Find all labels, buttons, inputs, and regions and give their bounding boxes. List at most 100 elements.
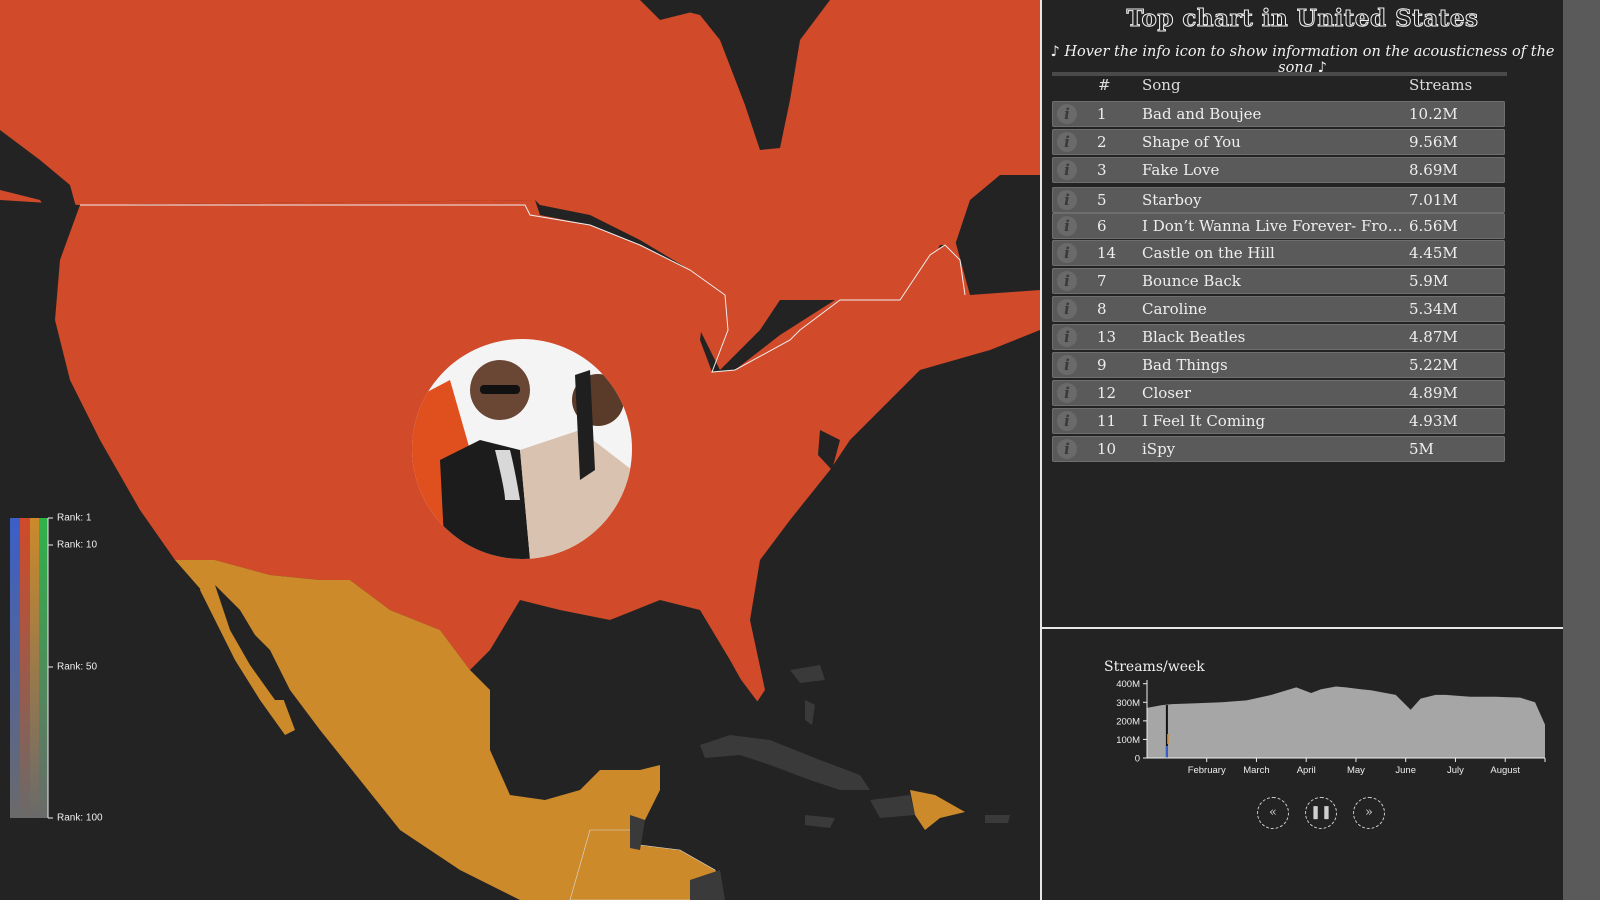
row-song: Starboy xyxy=(1142,191,1202,209)
country-mexico[interactable] xyxy=(175,560,660,900)
row-rank: 12 xyxy=(1097,384,1117,402)
info-icon[interactable]: i xyxy=(1057,190,1077,210)
table-row[interactable]: i 7 Bounce Back 5.9M xyxy=(1052,268,1505,294)
table-row[interactable]: i 1 Bad and Boujee 10.2M xyxy=(1052,101,1505,127)
column-header-song: Song xyxy=(1142,76,1181,94)
info-icon[interactable]: i xyxy=(1057,299,1077,319)
row-rank: 13 xyxy=(1097,328,1117,346)
y-tick-label: 300M xyxy=(1116,698,1140,709)
row-song: iSpy xyxy=(1142,440,1176,458)
row-streams: 4.89M xyxy=(1409,384,1458,402)
artist-avatar[interactable] xyxy=(412,339,632,559)
y-tick-label: 100M xyxy=(1116,735,1140,746)
row-song: Caroline xyxy=(1142,300,1207,318)
row-rank: 11 xyxy=(1097,412,1117,430)
y-tick-label: 0 xyxy=(1135,754,1140,765)
country-dominican-republic[interactable] xyxy=(910,790,965,830)
legend-label-rank-100: Rank: 100 xyxy=(57,812,103,824)
rewind-button[interactable]: « xyxy=(1257,797,1289,829)
row-streams: 7.01M xyxy=(1409,191,1458,209)
table-row[interactable]: i 3 Fake Love 8.69M xyxy=(1052,157,1505,183)
panel-divider xyxy=(1042,627,1565,629)
streams-area-chart[interactable]: 0 100M 200M 300M 400M February March April May Ju… xyxy=(1097,680,1557,790)
honduras-neighbor[interactable] xyxy=(690,870,725,900)
row-rank: 10 xyxy=(1097,440,1117,458)
row-streams: 8.69M xyxy=(1409,161,1458,179)
row-rank: 5 xyxy=(1097,191,1107,209)
table-row[interactable]: i 6 I Don’t Wanna Live Forever- From "Fift… xyxy=(1052,213,1505,239)
table-row[interactable]: i 13 Black Beatles 4.87M xyxy=(1052,324,1505,350)
fast-forward-button[interactable]: » xyxy=(1353,797,1385,829)
gulf-of-california xyxy=(215,585,290,700)
row-streams: 6.56M xyxy=(1409,217,1458,235)
row-song: Fake Love xyxy=(1142,161,1220,179)
us-canada-border xyxy=(80,204,966,373)
row-song: Bad and Boujee xyxy=(1142,105,1262,123)
chart-panel: Top chart in United States ♪ Hover the i… xyxy=(1040,0,1565,900)
y-tick-label: 200M xyxy=(1116,716,1140,727)
country-puerto-rico[interactable] xyxy=(985,815,1010,823)
country-cuba[interactable] xyxy=(700,735,870,790)
x-tick-label: February xyxy=(1188,765,1226,776)
info-icon[interactable]: i xyxy=(1057,216,1077,236)
table-header-bar xyxy=(1052,72,1507,76)
table-row[interactable]: i 5 Starboy 7.01M xyxy=(1052,187,1505,213)
scrollbar[interactable] xyxy=(1563,0,1600,900)
row-song: I Don’t Wanna Live Forever- From "Fifty … xyxy=(1142,217,1407,235)
great-lake xyxy=(818,430,840,470)
x-tick-label: March xyxy=(1243,765,1269,776)
table-row[interactable]: i 11 I Feel It Coming 4.93M xyxy=(1052,408,1505,434)
row-rank: 6 xyxy=(1097,217,1107,235)
row-streams: 4.45M xyxy=(1409,244,1458,262)
row-rank: 7 xyxy=(1097,272,1107,290)
table-row[interactable]: i 9 Bad Things 5.22M xyxy=(1052,352,1505,378)
row-rank: 14 xyxy=(1097,244,1117,262)
row-streams: 5.9M xyxy=(1409,272,1449,290)
y-tick-label: 400M xyxy=(1116,680,1140,690)
table-row[interactable]: i 8 Caroline 5.34M xyxy=(1052,296,1505,322)
map[interactable] xyxy=(0,0,1040,900)
info-icon[interactable]: i xyxy=(1057,355,1077,375)
legend-label-rank-10: Rank: 10 xyxy=(57,539,98,551)
info-icon[interactable]: i xyxy=(1057,439,1077,459)
row-song: Bounce Back xyxy=(1142,272,1241,290)
column-header-streams: Streams xyxy=(1409,76,1473,94)
country-bahamas[interactable] xyxy=(790,665,825,725)
table-row[interactable]: i 14 Castle on the Hill 4.45M xyxy=(1052,240,1505,266)
row-rank: 2 xyxy=(1097,133,1107,151)
info-icon[interactable]: i xyxy=(1057,243,1077,263)
country-hispaniola-haiti[interactable] xyxy=(870,795,915,818)
belize[interactable] xyxy=(630,815,645,850)
info-icon[interactable]: i xyxy=(1057,132,1077,152)
row-streams: 10.2M xyxy=(1409,105,1458,123)
x-tick-label: July xyxy=(1447,765,1464,776)
panel-title: Top chart in United States xyxy=(1126,5,1479,33)
row-streams: 5.22M xyxy=(1409,356,1458,374)
legend-label-rank-1: Rank: 1 xyxy=(57,512,92,524)
row-rank: 1 xyxy=(1097,105,1107,123)
info-icon[interactable]: i xyxy=(1057,104,1077,124)
row-streams: 4.87M xyxy=(1409,328,1458,346)
column-header-rank: # xyxy=(1098,76,1111,94)
row-streams: 5.34M xyxy=(1409,300,1458,318)
pause-button[interactable]: ❚❚ xyxy=(1305,797,1337,829)
row-song: Castle on the Hill xyxy=(1142,244,1275,262)
x-tick-label: August xyxy=(1490,765,1520,776)
info-icon[interactable]: i xyxy=(1057,383,1077,403)
info-icon[interactable]: i xyxy=(1057,160,1077,180)
table-row[interactable]: i 2 Shape of You 9.56M xyxy=(1052,129,1505,155)
table-row[interactable]: i 10 iSpy 5M xyxy=(1052,436,1505,462)
table-row[interactable]: i 12 Closer 4.89M xyxy=(1052,380,1505,406)
x-tick-label: May xyxy=(1347,765,1365,776)
row-rank: 3 xyxy=(1097,161,1107,179)
country-jamaica[interactable] xyxy=(805,815,835,828)
info-icon[interactable]: i xyxy=(1057,327,1077,347)
x-tick-label: June xyxy=(1395,765,1416,776)
info-icon[interactable]: i xyxy=(1057,411,1077,431)
row-streams: 5M xyxy=(1409,440,1434,458)
row-song: Shape of You xyxy=(1142,133,1241,151)
row-song: Closer xyxy=(1142,384,1192,402)
legend-label-rank-50: Rank: 50 xyxy=(57,661,98,673)
info-icon[interactable]: i xyxy=(1057,271,1077,291)
streams-area xyxy=(1147,686,1545,758)
